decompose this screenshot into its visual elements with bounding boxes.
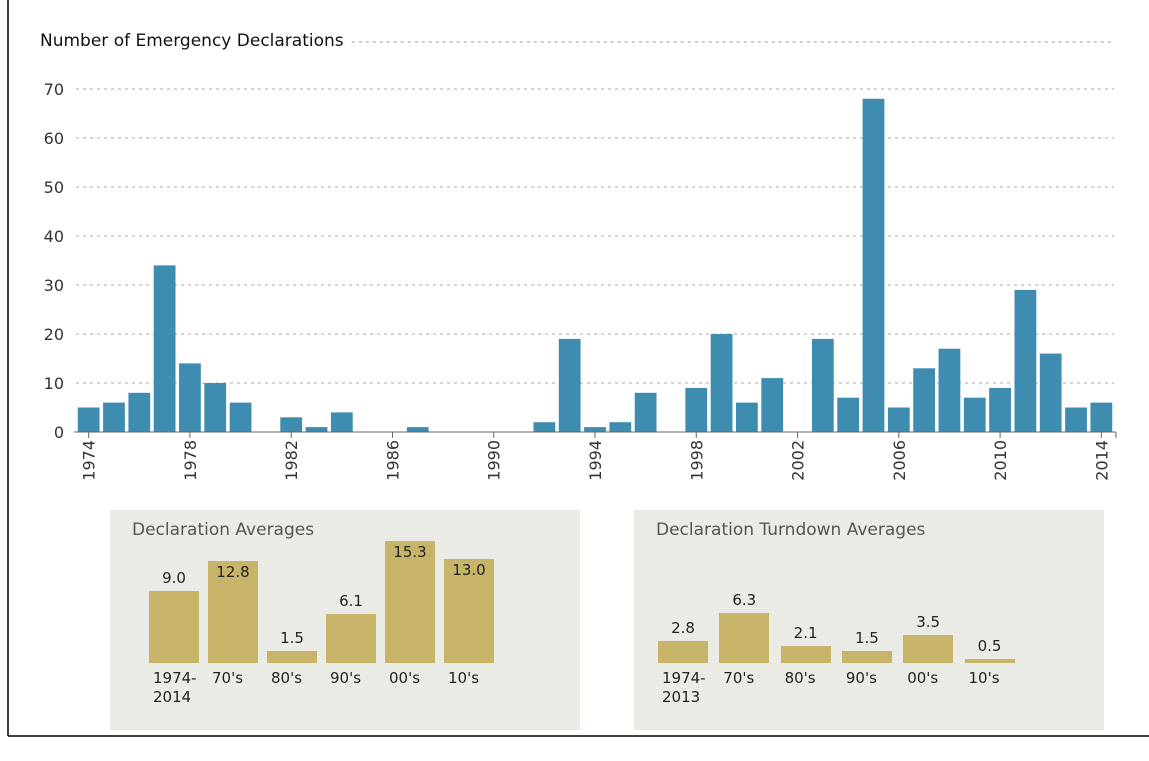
bar (964, 659, 1015, 663)
bar (103, 402, 125, 432)
x-tick-label: 70's (723, 669, 755, 687)
x-tick-label: 90's (330, 669, 362, 687)
bar (837, 397, 860, 432)
bar (913, 368, 936, 432)
y-tick-label: 50 (44, 178, 64, 197)
x-tick-label: 70's (212, 669, 244, 687)
value-label: 0.5 (977, 637, 1002, 655)
bar (533, 422, 556, 432)
bar (1065, 407, 1087, 432)
y-tick-label: 60 (44, 129, 64, 148)
y-tick-label: 0 (54, 423, 64, 442)
y-tick-label: 20 (44, 325, 64, 344)
value-label: 3.5 (916, 613, 941, 631)
x-tick-label: 00's (389, 669, 421, 687)
bar (903, 635, 954, 663)
bar (719, 612, 770, 663)
y-tick-label: 10 (44, 374, 64, 393)
x-tick-label: 1978 (181, 440, 200, 481)
bar (558, 338, 581, 432)
x-tick-label: 1982 (282, 440, 301, 481)
bar (658, 640, 708, 663)
bar (1039, 353, 1062, 432)
y-tick-label: 70 (44, 80, 64, 99)
value-label: 6.1 (339, 592, 363, 611)
bar (330, 412, 353, 432)
bar (811, 338, 834, 432)
x-tick-label: 2010 (991, 440, 1010, 481)
y-tick-label: 40 (44, 227, 64, 246)
bar (989, 387, 1011, 432)
x-tick-label: 1994 (586, 440, 605, 481)
panel-title: Declaration Turndown Averages (656, 520, 926, 540)
value-label: 1.5 (854, 629, 879, 647)
value-label: 6.3 (732, 590, 757, 609)
value-label: 2.1 (793, 624, 818, 643)
value-label: 13.0 (452, 561, 486, 579)
x-tick-label: 10's (968, 669, 1000, 687)
x-tick-label: 1986 (383, 440, 402, 481)
value-label: 15.3 (393, 542, 427, 561)
bar (204, 383, 227, 432)
x-tick-label: 90's (845, 669, 877, 687)
value-label: 9.0 (162, 569, 186, 587)
x-tick-label: 1974-2013 (662, 669, 706, 706)
x-tick-label: 80's (784, 669, 816, 687)
panel-title: Declaration Averages (132, 520, 315, 540)
y-tick-label: 30 (44, 276, 64, 295)
bar (841, 651, 892, 663)
bar (444, 559, 494, 663)
bar (887, 407, 910, 432)
x-tick-label: 2006 (890, 440, 909, 481)
x-tick-label: 1974 (80, 440, 99, 481)
bar (1014, 289, 1037, 432)
chart-title: Number of Emergency Declarations (40, 31, 344, 51)
value-label: 12.8 (216, 562, 250, 581)
bar (229, 402, 252, 432)
bar (938, 348, 961, 432)
x-tick-label: 1990 (485, 440, 504, 481)
bar (385, 540, 435, 663)
bar (179, 363, 201, 432)
bar (208, 560, 258, 663)
bar (685, 387, 708, 432)
x-tick-label: 80's (271, 669, 303, 687)
bar (862, 98, 885, 433)
bar (305, 427, 328, 432)
bar (963, 397, 986, 432)
bar (710, 334, 733, 432)
x-tick-label: 2014 (1092, 440, 1111, 481)
bar (609, 422, 632, 432)
bar (77, 407, 100, 432)
bar (780, 646, 831, 663)
x-tick-label: 1998 (687, 440, 706, 481)
value-label: 1.5 (280, 629, 304, 647)
panel: Declaration Turndown Averages 2.8 1974-201… (634, 510, 1104, 730)
bar (326, 614, 376, 663)
bar (153, 265, 176, 432)
bar (149, 591, 199, 663)
panel: Declaration Averages 9.0 1974-2014 12.8 70's… (110, 510, 580, 730)
bar (267, 651, 317, 663)
x-tick-label: 1974-2014 (153, 669, 197, 706)
value-label: 2.8 (671, 618, 695, 637)
x-tick-label: 00's (907, 669, 939, 687)
bar (128, 392, 151, 432)
bar (736, 402, 758, 432)
x-tick-label: 10's (448, 669, 480, 687)
bar (634, 392, 657, 432)
bar (761, 378, 784, 432)
bar (584, 427, 606, 432)
bar (1090, 402, 1113, 432)
x-tick-label: 2002 (789, 440, 808, 481)
bar (406, 427, 429, 432)
bar (280, 417, 303, 432)
